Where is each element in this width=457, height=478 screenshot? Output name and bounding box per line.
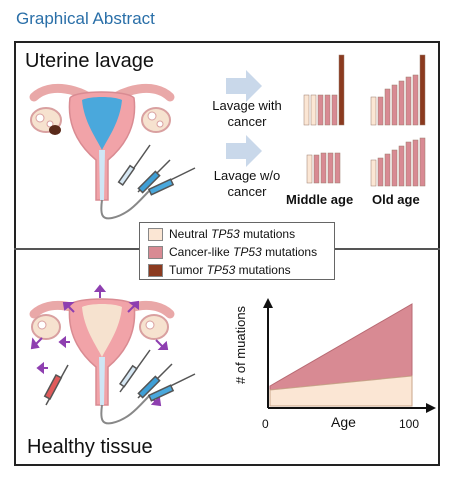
bar-glyph: [310, 94, 317, 126]
bar-glyph: [391, 149, 398, 187]
bar-glyph: [338, 54, 345, 126]
lavage-without-cancer-line2: cancer: [227, 184, 267, 199]
bar-glyph: [331, 94, 338, 126]
arrow-without-cancer: [226, 135, 262, 167]
bar-glyph: [419, 137, 426, 187]
bar-glyph: [320, 152, 327, 184]
bar-glyph: [384, 153, 391, 187]
bar-glyph: [303, 94, 310, 126]
lavage-with-cancer-line2: cancer: [227, 114, 267, 129]
bar-glyph: [317, 94, 324, 126]
graph-x-start: 0: [262, 417, 269, 431]
legend-tumor-prefix: Tumor: [169, 263, 204, 277]
graph-xlabel: Age: [331, 414, 356, 430]
legend-item-neutral: Neutral TP53 mutations: [148, 227, 295, 241]
x-axis-arrowhead: [426, 403, 436, 413]
bars-old-age-with-cancer: [370, 54, 426, 126]
legend-tumor-gene: TP53: [206, 263, 236, 277]
middle-age-label: Middle age: [286, 192, 354, 207]
bars-middle-age-without-cancer: [306, 152, 341, 184]
syringes-bottom: [43, 349, 196, 406]
legend-neutral-prefix: Neutral: [169, 227, 208, 241]
bar-glyph: [405, 76, 412, 126]
y-axis-arrowhead: [263, 298, 273, 308]
bar-glyph: [334, 152, 341, 184]
bar-glyph: [412, 139, 419, 187]
bar-glyph: [324, 94, 331, 126]
abstract-panel: [14, 41, 440, 466]
legend: Neutral TP53 mutations Cancer-like TP53 …: [139, 222, 335, 280]
bar-glyph: [377, 157, 384, 187]
bar-glyph: [398, 145, 405, 187]
neutral-area: [269, 375, 413, 407]
cancer-like-area: [269, 303, 413, 391]
legend-swatch-neutral: [148, 227, 163, 241]
bar-glyph: [370, 96, 377, 126]
bar-glyph: [327, 152, 334, 184]
graph-x-end: 100: [399, 417, 420, 431]
legend-item-cancer-like: Cancer-like TP53 mutations: [148, 245, 317, 259]
bars-middle-age-with-cancer: [303, 54, 345, 126]
lavage-without-cancer-line1: Lavage w/o: [213, 168, 281, 183]
legend-cancer-like-suffix: mutations: [265, 245, 318, 259]
legend-tumor-suffix: mutations: [238, 263, 291, 277]
legend-swatch-tumor: [148, 263, 163, 277]
bar-glyph: [419, 54, 426, 126]
healthy-tissue-title: Healthy tissue: [27, 436, 153, 458]
legend-neutral-gene: TP53: [211, 227, 240, 241]
bar-glyph: [313, 154, 320, 184]
bar-glyph: [377, 96, 384, 126]
lavage-with-cancer-line1: Lavage with: [212, 98, 282, 113]
legend-swatch-cancer-like: [148, 245, 163, 259]
mutation-age-graph: [263, 298, 436, 413]
bar-glyph: [398, 80, 405, 126]
bar-glyph: [391, 84, 398, 126]
arrow-with-cancer: [226, 70, 262, 102]
uterus-bottom-illustration: [29, 284, 175, 425]
bar-glyph: [306, 154, 313, 184]
graph-ylabel: # of muations: [233, 305, 248, 384]
syringes-top: [117, 144, 196, 196]
lavage-without-cancer-label: Lavage w/o cancer: [199, 168, 295, 200]
legend-neutral-suffix: mutations: [243, 227, 296, 241]
legend-item-tumor: Tumor TP53 mutations: [148, 263, 291, 277]
lavage-with-cancer-label: Lavage with cancer: [199, 98, 295, 130]
header-title: Graphical Abstract: [16, 9, 155, 28]
old-age-label: Old age: [372, 192, 420, 207]
bar-glyph: [370, 159, 377, 187]
bar-glyph: [412, 74, 419, 126]
uterus-top-illustration: [29, 84, 175, 220]
legend-cancer-like-gene: TP53: [233, 245, 262, 259]
bar-glyph: [384, 88, 391, 126]
bar-glyph: [405, 141, 412, 187]
legend-cancer-like-prefix: Cancer-like: [169, 245, 230, 259]
bars-old-age-without-cancer: [370, 137, 426, 187]
uterine-lavage-title: Uterine lavage: [25, 50, 154, 72]
